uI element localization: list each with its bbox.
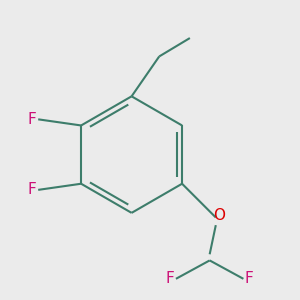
Text: O: O — [213, 208, 225, 224]
Text: F: F — [166, 271, 174, 286]
Text: F: F — [28, 112, 37, 127]
Text: F: F — [28, 182, 37, 197]
Text: F: F — [245, 271, 254, 286]
